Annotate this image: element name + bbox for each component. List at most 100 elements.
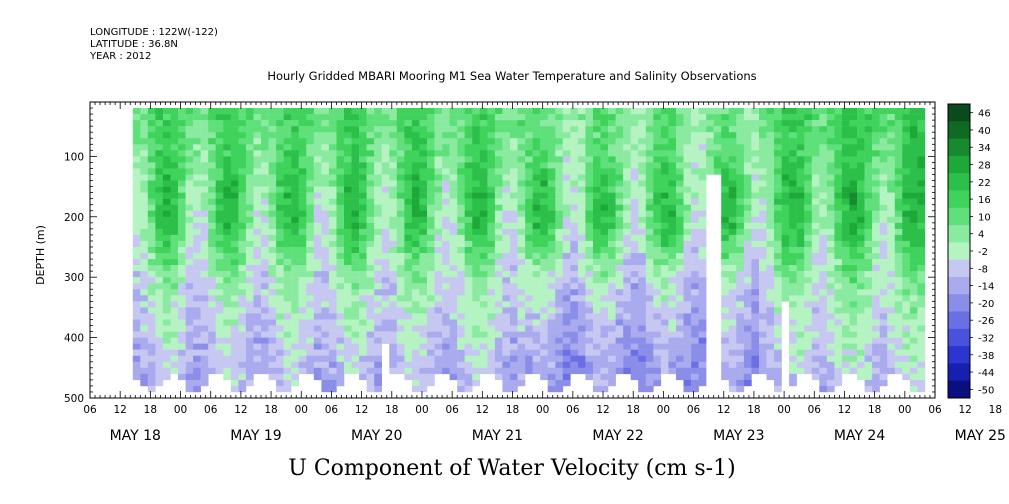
heat-cell [215, 234, 224, 242]
heat-cell [789, 271, 797, 278]
heat-cell [608, 289, 616, 296]
heat-cell [555, 295, 564, 302]
heat-cell [834, 319, 843, 326]
heat-cell [479, 289, 488, 296]
heat-cell [660, 144, 669, 151]
heat-cell [547, 253, 556, 260]
heat-cell [215, 204, 224, 211]
heat-cell [132, 174, 141, 181]
heat-cell [215, 138, 224, 145]
heat-cell [321, 319, 330, 326]
heat-cell [230, 216, 239, 224]
heat-cell [155, 265, 164, 272]
heat-cell [774, 120, 782, 127]
heat-cell [238, 126, 247, 133]
heat-cell [909, 301, 918, 308]
heat-cell [313, 150, 322, 157]
heat-cell [909, 373, 918, 381]
heat-cell [841, 168, 850, 175]
heat-cell [291, 259, 299, 266]
heat-cell [736, 192, 745, 199]
heat-cell [841, 259, 850, 266]
heat-cell [208, 319, 216, 326]
heat-cell [336, 234, 345, 242]
heat-cell [178, 240, 186, 248]
heat-cell [472, 295, 481, 302]
heat-cell [487, 210, 496, 217]
heat-cell [623, 228, 631, 236]
heat-cell [185, 114, 194, 121]
heat-cell [630, 313, 639, 320]
heat-cell [411, 265, 420, 272]
heat-cell [291, 222, 299, 230]
heat-cell [321, 265, 330, 272]
heat-cell [261, 168, 269, 175]
heat-cell [283, 325, 292, 332]
heat-cell [819, 222, 828, 230]
heat-cell [721, 343, 729, 350]
heat-cell [381, 253, 390, 260]
heat-cell [200, 247, 209, 254]
heat-cell [419, 337, 428, 344]
heat-cell [276, 385, 284, 393]
heat-cell [404, 156, 413, 163]
heat-cell [132, 120, 141, 127]
heat-cell [291, 343, 299, 350]
heat-cell [736, 234, 745, 242]
heat-cell [298, 108, 307, 115]
heat-cell [638, 222, 646, 230]
heat-cell [887, 289, 895, 296]
heat-cell [140, 192, 149, 199]
heat-cell [170, 247, 179, 254]
heat-cell [396, 277, 405, 284]
heat-cell [841, 180, 850, 187]
heat-cell [132, 138, 141, 145]
heat-cell [615, 343, 624, 350]
heat-cell [494, 277, 503, 284]
heat-cell [917, 361, 926, 369]
heat-cell [615, 210, 624, 217]
heat-cell [532, 228, 541, 236]
heat-cell [140, 325, 149, 332]
heat-cell [389, 210, 398, 217]
heat-cell [283, 373, 292, 381]
heat-cell [826, 138, 835, 145]
heat-cell [743, 313, 752, 320]
heat-cell [577, 186, 586, 193]
heat-cell [879, 307, 888, 314]
heat-cell [261, 126, 269, 133]
heat-cell [245, 313, 254, 320]
heat-cell [864, 174, 873, 181]
heat-cell [645, 180, 654, 187]
heat-cell [683, 253, 692, 260]
heat-cell [419, 349, 428, 356]
heat-cell [917, 295, 926, 302]
heat-cell [789, 204, 797, 211]
heat-cell [147, 313, 156, 320]
heat-cell [766, 216, 775, 224]
heat-cell [155, 198, 164, 205]
heat-cell [872, 180, 880, 187]
heat-cell [313, 210, 322, 217]
heat-cell [147, 114, 156, 121]
heat-cell [857, 126, 865, 133]
heat-cell [374, 295, 382, 302]
heat-cell [864, 240, 873, 248]
heat-cell [336, 295, 345, 302]
heat-cell [736, 138, 745, 145]
heat-cell [140, 216, 149, 224]
heat-cell [381, 331, 390, 338]
heat-cell [155, 247, 164, 254]
heat-cell [457, 259, 465, 266]
heat-cell [668, 132, 677, 139]
heat-cell [728, 337, 737, 344]
heat-cell [826, 307, 835, 314]
heat-cell [902, 361, 911, 369]
heat-cell [336, 379, 345, 387]
heat-cell [230, 150, 239, 157]
heat-cell [283, 295, 292, 302]
heat-cell [525, 174, 533, 181]
chart-title: Hourly Gridded MBARI Mooring M1 Sea Wate… [267, 69, 756, 83]
heat-cell [449, 234, 458, 242]
heat-cell [872, 150, 880, 157]
